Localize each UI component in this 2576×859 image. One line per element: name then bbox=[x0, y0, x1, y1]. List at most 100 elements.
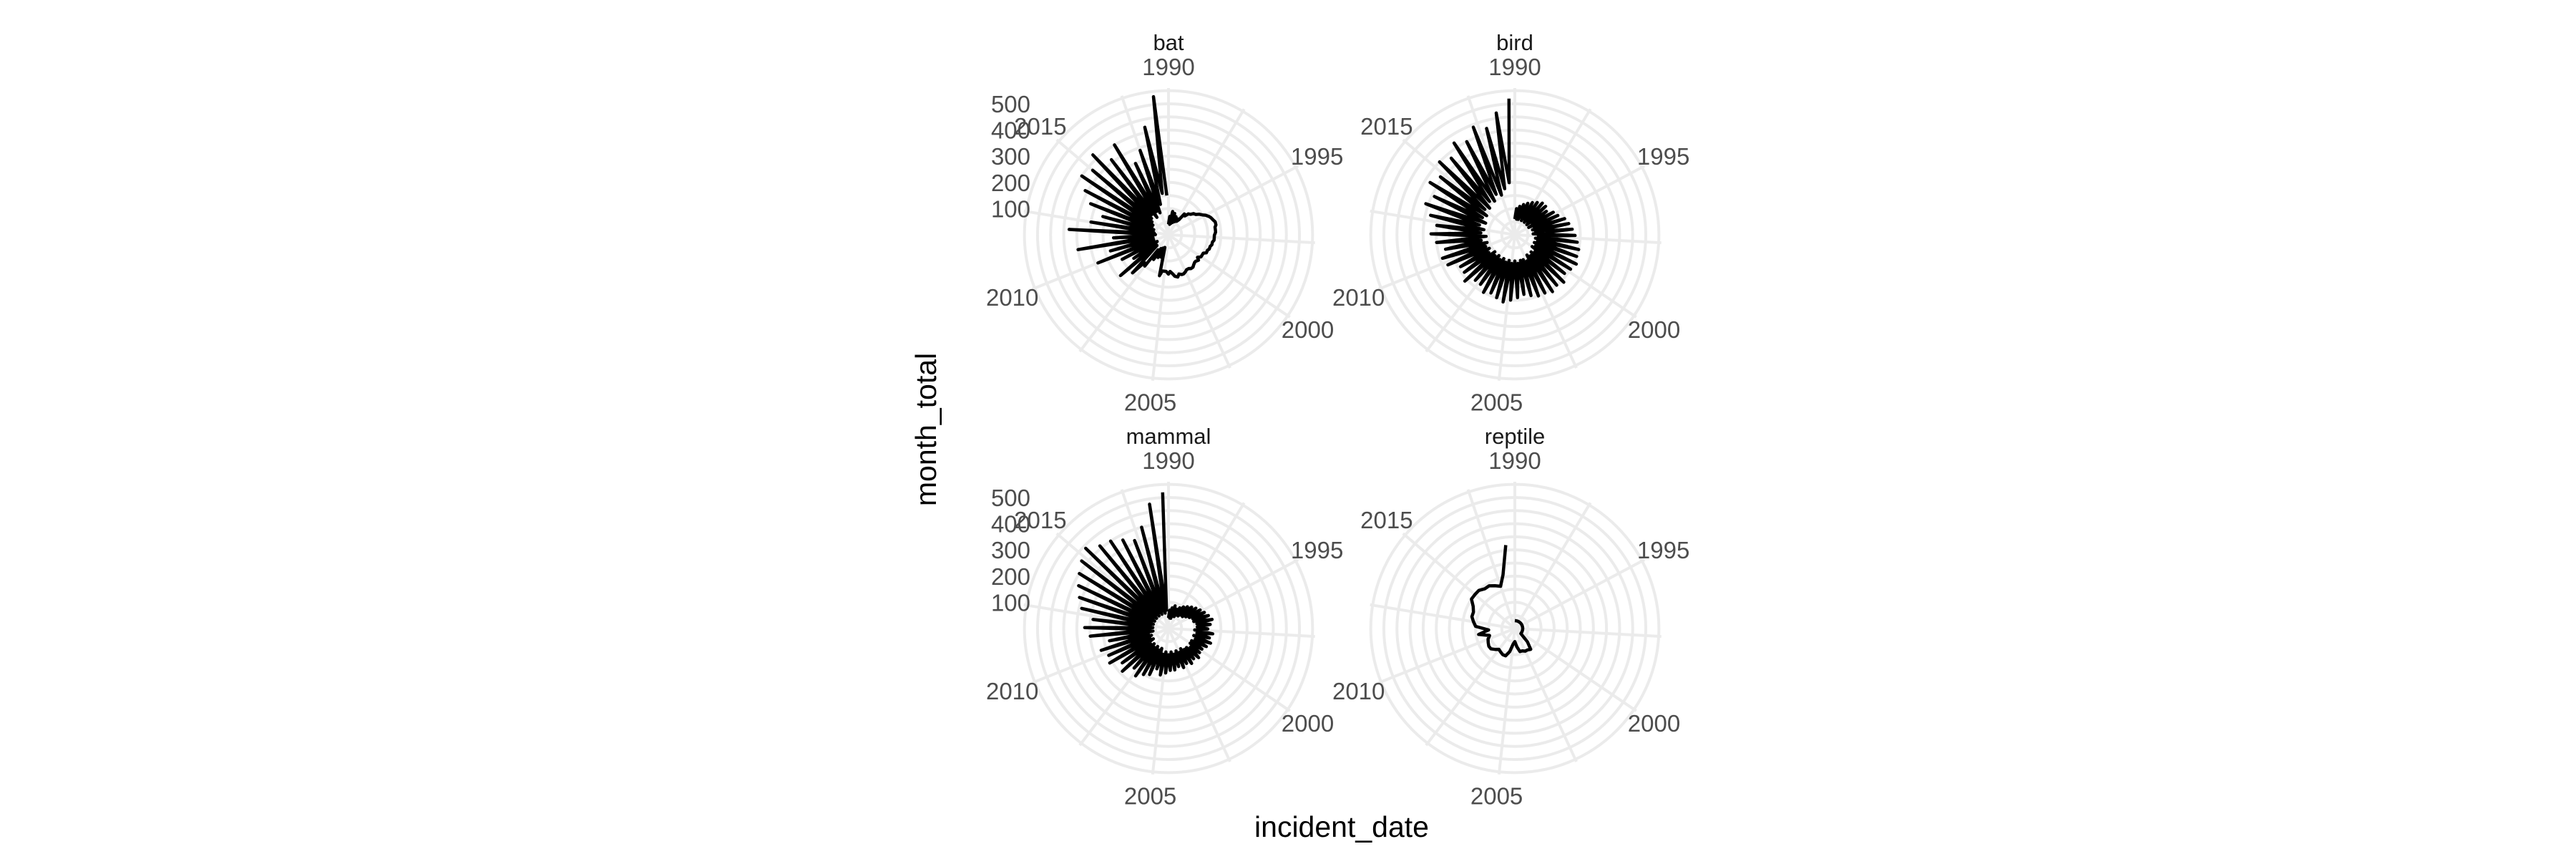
concentric-gridline bbox=[1035, 102, 1302, 368]
concentric-gridline bbox=[1421, 141, 1609, 329]
radial-gridline bbox=[1497, 628, 1516, 775]
panel-grid bbox=[1369, 482, 1662, 775]
panel-title-reptile: reptile bbox=[1485, 424, 1545, 449]
radial-gridline bbox=[1377, 627, 1516, 684]
x-tick-label: 1995 bbox=[1291, 143, 1343, 170]
radial-gridline bbox=[1402, 532, 1516, 630]
panel-grid bbox=[1023, 88, 1315, 382]
radial-gridline bbox=[1513, 234, 1578, 369]
x-tick-label: 2005 bbox=[1124, 783, 1176, 810]
x-tick-label: 2015 bbox=[1014, 113, 1066, 140]
radial-gridline bbox=[1167, 234, 1231, 369]
concentric-gridline bbox=[1435, 548, 1595, 709]
concentric-gridline bbox=[1395, 115, 1634, 354]
y-tick-label: 300 bbox=[991, 143, 1030, 170]
panel-title-bird: bird bbox=[1496, 30, 1533, 55]
radial-gridline bbox=[1167, 108, 1246, 236]
concentric-gridline bbox=[1075, 535, 1262, 722]
radial-gridline bbox=[1167, 233, 1291, 319]
panel-title-bat: bat bbox=[1153, 30, 1184, 55]
x-tick-label: 1990 bbox=[1142, 54, 1194, 80]
y-tick-label: 200 bbox=[991, 170, 1030, 196]
radial-gridline bbox=[1377, 233, 1516, 291]
concentric-gridline bbox=[1062, 522, 1275, 735]
x-tick-label: 2000 bbox=[1628, 710, 1680, 737]
concentric-gridline bbox=[1049, 115, 1288, 354]
radial-gridline bbox=[1168, 627, 1315, 639]
x-axis-title: incident_date bbox=[1254, 810, 1429, 843]
radial-gridline bbox=[1466, 95, 1516, 236]
radial-gridline bbox=[1425, 627, 1516, 747]
radial-gridline bbox=[1402, 138, 1516, 236]
radial-gridline bbox=[1513, 502, 1592, 630]
x-tick-label: 2010 bbox=[986, 284, 1038, 311]
x-tick-label: 2000 bbox=[1282, 316, 1334, 343]
y-tick-label: 100 bbox=[991, 195, 1030, 222]
x-tick-label: 1995 bbox=[1637, 143, 1689, 170]
radial-gridline bbox=[1151, 234, 1170, 382]
y-tick-label: 500 bbox=[991, 485, 1030, 511]
concentric-gridline bbox=[1369, 482, 1661, 775]
radial-gridline bbox=[1168, 165, 1299, 236]
x-tick-label: 2015 bbox=[1014, 507, 1066, 533]
concentric-gridline bbox=[1035, 495, 1302, 762]
radial-gridline bbox=[1370, 209, 1516, 236]
x-tick-label: 1995 bbox=[1291, 537, 1343, 563]
concentric-gridline bbox=[1408, 128, 1621, 341]
x-tick-label: 1990 bbox=[1488, 447, 1541, 474]
y-tick-label: 200 bbox=[991, 563, 1030, 590]
concentric-gridline bbox=[1114, 180, 1223, 289]
radial-gridline bbox=[1168, 233, 1315, 245]
x-tick-label: 2005 bbox=[1124, 389, 1176, 416]
x-tick-label: 2005 bbox=[1470, 783, 1523, 810]
concentric-gridline bbox=[1408, 522, 1621, 735]
x-tick-label: 2005 bbox=[1470, 389, 1523, 416]
series-line-bird bbox=[1424, 98, 1581, 304]
series-line-bat bbox=[1067, 94, 1218, 279]
radial-gridline bbox=[1167, 627, 1291, 712]
concentric-gridline bbox=[1474, 588, 1556, 669]
panel-title-mammal: mammal bbox=[1126, 424, 1211, 449]
panel-grid bbox=[1369, 88, 1662, 382]
radial-gridline bbox=[1167, 628, 1231, 762]
concentric-gridline bbox=[1369, 89, 1661, 381]
concentric-gridline bbox=[1075, 141, 1262, 329]
concentric-gridline bbox=[1460, 574, 1569, 683]
x-tick-label: 2010 bbox=[1332, 284, 1385, 311]
concentric-gridline bbox=[1088, 155, 1249, 315]
x-tick-label: 2015 bbox=[1360, 507, 1413, 533]
radial-gridline bbox=[1514, 627, 1662, 639]
y-tick-label: 100 bbox=[991, 589, 1030, 616]
y-tick-label: 400 bbox=[991, 511, 1030, 538]
x-tick-label: 2000 bbox=[1628, 316, 1680, 343]
panel-grid bbox=[1023, 482, 1315, 775]
x-tick-label: 2015 bbox=[1360, 113, 1413, 140]
concentric-gridline bbox=[1395, 509, 1634, 748]
y-tick-label: 500 bbox=[991, 91, 1030, 117]
x-tick-label: 2010 bbox=[986, 678, 1038, 704]
concentric-gridline bbox=[1382, 495, 1648, 762]
x-tick-label: 1995 bbox=[1637, 537, 1689, 563]
series-line-mammal bbox=[1077, 492, 1215, 678]
concentric-gridline bbox=[1448, 561, 1582, 696]
concentric-gridline bbox=[1023, 89, 1314, 381]
radial-gridline bbox=[1497, 234, 1516, 382]
concentric-gridline bbox=[1500, 220, 1530, 250]
concentric-gridline bbox=[1421, 535, 1609, 722]
facet-panels: bat1990199520002005201020151002003004005… bbox=[986, 30, 1689, 810]
x-tick-label: 2010 bbox=[1332, 678, 1385, 704]
y-tick-label: 400 bbox=[991, 117, 1030, 144]
radial-gridline bbox=[1425, 233, 1516, 353]
radial-gridline bbox=[1466, 489, 1516, 629]
series-line-reptile bbox=[1470, 545, 1533, 658]
x-tick-label: 2000 bbox=[1282, 710, 1334, 737]
x-tick-label: 1990 bbox=[1488, 54, 1541, 80]
radial-gridline bbox=[1513, 627, 1637, 712]
y-axis-title: month_total bbox=[909, 353, 942, 506]
concentric-gridline bbox=[1382, 102, 1648, 368]
concentric-gridline bbox=[1101, 168, 1236, 302]
